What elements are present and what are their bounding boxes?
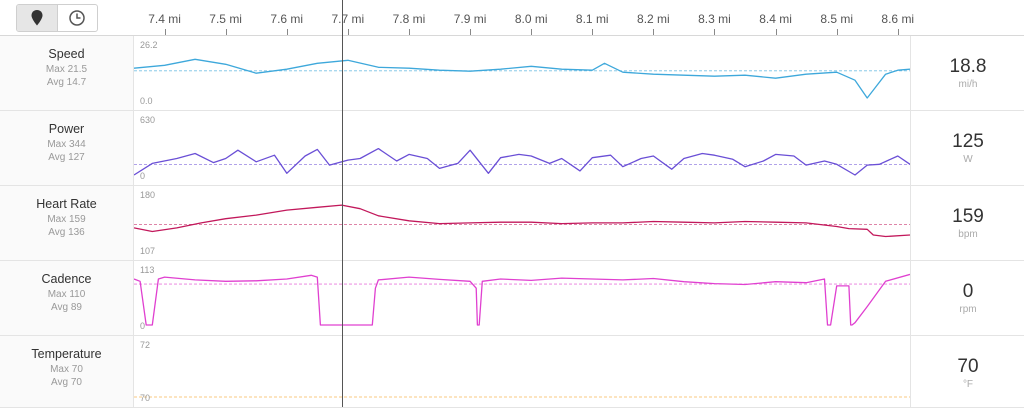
heart-rate-ymax-label: 180 — [140, 190, 156, 200]
temperature-plot[interactable]: 72 70 — [134, 336, 910, 407]
speed-ymin-label: 0.0 — [140, 96, 153, 106]
speed-row: Speed Max 21.5 Avg 14.7 26.2 0.0 18.8 mi/h — [0, 36, 1024, 111]
speed-series-line — [134, 58, 910, 99]
heart-rate-row: Heart Rate Max 159 Avg 136 180 107 159 bpm — [0, 186, 1024, 261]
heart-rate-summary: Heart Rate Max 159 Avg 136 — [0, 186, 134, 260]
speed-avg: Avg 14.7 — [46, 77, 87, 88]
power-current-value: 125 — [952, 131, 984, 152]
temperature-summary: Temperature Max 70 Avg 70 — [0, 336, 134, 407]
x-tick-label: 7.7 mi — [331, 12, 365, 26]
power-avg: Avg 127 — [48, 152, 85, 163]
x-tick-mark — [408, 29, 410, 35]
power-current: 125 W — [910, 111, 1024, 185]
view-toggle — [16, 4, 98, 32]
x-tick-mark — [531, 29, 533, 35]
map-pin-icon — [31, 10, 43, 26]
x-tick-label: 8.6 mi — [881, 12, 915, 26]
cadence-row: Cadence Max 110 Avg 89 113 0 0 rpm — [0, 261, 1024, 336]
temperature-current-value: 70 — [957, 356, 979, 377]
cursor-line[interactable] — [341, 0, 343, 407]
heart-rate-plot[interactable]: 180 107 — [134, 186, 910, 260]
x-tick-label: 8.3 mi — [698, 12, 731, 26]
heart-rate-series-line — [134, 204, 910, 238]
map-view-button[interactable] — [17, 5, 57, 31]
heart-rate-current-unit: bpm — [958, 229, 978, 240]
x-tick-label: 8.0 mi — [514, 12, 548, 26]
cadence-current: 0 rpm — [910, 261, 1024, 335]
speed-current: 18.8 mi/h — [910, 36, 1024, 110]
x-tick-label: 7.5 mi — [209, 12, 242, 26]
temperature-max: Max 70 — [50, 364, 83, 375]
temperature-chart — [134, 396, 910, 398]
temperature-ymax-label: 72 — [140, 340, 151, 350]
time-view-button[interactable] — [56, 5, 98, 31]
power-ymin-label: 0 — [140, 171, 146, 181]
temperature-ymin-label: 70 — [140, 393, 151, 403]
x-tick-label: 8.5 mi — [820, 12, 854, 26]
cadence-avg: Avg 89 — [51, 302, 82, 313]
x-tick-label: 8.4 mi — [759, 12, 792, 26]
speed-plot[interactable]: 26.2 0.0 — [134, 36, 910, 110]
cadence-ymax-label: 113 — [140, 265, 155, 275]
speed-current-unit: mi/h — [958, 79, 978, 90]
heart-rate-current-value: 159 — [952, 206, 984, 227]
x-tick-mark — [897, 29, 899, 35]
cadence-max: Max 110 — [47, 289, 86, 300]
power-ymax-label: 630 — [140, 115, 156, 125]
heart-rate-max: Max 159 — [47, 214, 86, 225]
speed-title: Speed — [48, 47, 85, 61]
x-tick-mark — [653, 29, 655, 35]
x-tick-label: 7.8 mi — [392, 12, 426, 26]
heart-rate-title: Heart Rate — [36, 197, 97, 211]
x-tick-mark — [714, 29, 716, 35]
x-tick-mark — [286, 29, 288, 35]
power-chart — [134, 147, 910, 176]
power-plot[interactable]: 630 0 — [134, 111, 910, 185]
speed-max: Max 21.5 — [45, 64, 88, 75]
x-tick-label: 7.4 mi — [148, 12, 181, 26]
cadence-chart — [134, 273, 910, 326]
speed-ymax-label: 26.2 — [140, 40, 158, 50]
x-tick-mark — [592, 29, 594, 35]
x-tick-mark — [836, 29, 838, 35]
x-tick-mark — [775, 29, 777, 35]
x-tick-mark — [470, 29, 472, 35]
power-series-line — [134, 147, 910, 176]
temperature-avg: Avg 70 — [51, 377, 82, 388]
cadence-plot[interactable]: 113 0 — [134, 261, 910, 335]
cadence-series-line — [134, 273, 910, 326]
speed-chart — [134, 58, 910, 99]
heart-rate-chart — [134, 204, 910, 238]
clock-icon — [69, 10, 85, 26]
top-bar: 7.4 mi 7.5 mi 7.6 mi 7.7 mi 7.8 mi 7.9 mi 8.0 … — [0, 0, 1024, 36]
power-max: Max 344 — [47, 139, 86, 150]
power-row: Power Max 344 Avg 127 630 0 125 W — [0, 111, 1024, 186]
x-tick-mark — [347, 29, 349, 35]
power-summary: Power Max 344 Avg 127 — [0, 111, 134, 185]
cadence-summary: Cadence Max 110 Avg 89 — [0, 261, 134, 335]
x-tick-label: 7.9 mi — [453, 12, 487, 26]
cadence-current-value: 0 — [962, 281, 974, 302]
temperature-current: 70 °F — [910, 336, 1024, 407]
x-tick-label: 8.2 mi — [637, 12, 670, 26]
x-tick-label: 8.1 mi — [575, 12, 609, 26]
x-tick-label: 7.6 mi — [270, 12, 304, 26]
temperature-title: Temperature — [31, 347, 102, 361]
temperature-row: Temperature Max 70 Avg 70 72 70 70 °F — [0, 336, 1024, 408]
x-tick-mark — [164, 29, 166, 35]
speed-current-value: 18.8 — [949, 56, 987, 77]
power-title: Power — [48, 122, 85, 136]
heart-rate-current: 159 bpm — [910, 186, 1024, 260]
power-current-unit: W — [963, 154, 973, 165]
temperature-current-unit: °F — [962, 379, 974, 390]
cadence-title: Cadence — [41, 272, 92, 286]
heart-rate-ymin-label: 107 — [140, 246, 156, 256]
heart-rate-avg: Avg 136 — [48, 227, 85, 238]
x-tick-mark — [225, 29, 227, 35]
cadence-current-unit: rpm — [959, 304, 977, 315]
speed-summary: Speed Max 21.5 Avg 14.7 — [0, 36, 134, 110]
cadence-ymin-label: 0 — [140, 321, 146, 331]
